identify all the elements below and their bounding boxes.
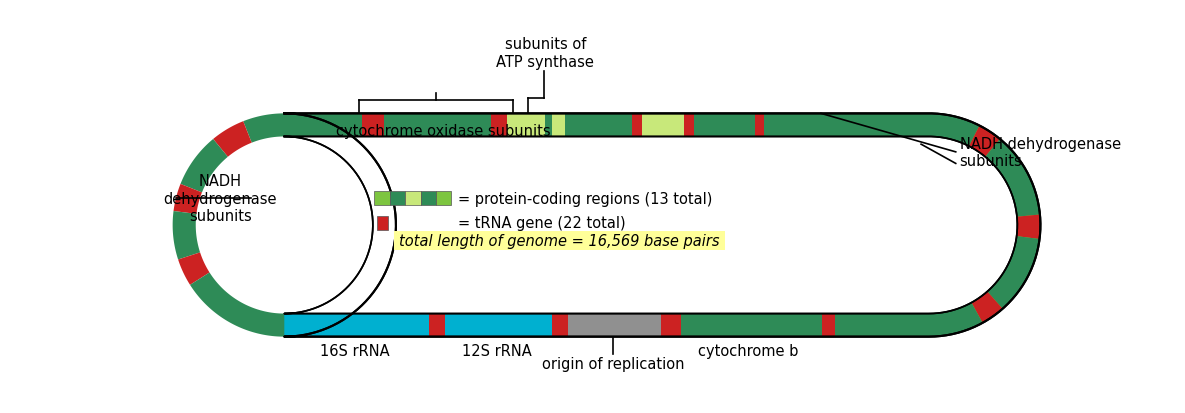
Text: NADH dehydrogenase
subunits: NADH dehydrogenase subunits	[960, 136, 1121, 169]
Polygon shape	[190, 273, 284, 337]
Bar	[552, 314, 568, 337]
Text: cytochrome b: cytochrome b	[698, 343, 799, 358]
Text: subunits of
ATP synthase: subunits of ATP synthase	[497, 37, 594, 69]
Polygon shape	[284, 137, 1018, 314]
Bar	[633, 114, 642, 137]
Bar	[507, 114, 545, 137]
Text: 16S rRNA: 16S rRNA	[320, 343, 390, 358]
Bar	[755, 114, 764, 137]
Bar	[284, 314, 429, 337]
Bar	[377, 216, 389, 230]
Polygon shape	[929, 303, 982, 337]
Bar	[764, 114, 929, 137]
Polygon shape	[969, 126, 1000, 157]
Polygon shape	[243, 114, 284, 143]
Bar	[421, 192, 436, 206]
Bar	[384, 114, 491, 137]
Text: 12S rRNA: 12S rRNA	[462, 343, 532, 358]
Polygon shape	[178, 253, 210, 285]
Bar	[374, 192, 390, 206]
Bar	[545, 114, 552, 137]
Bar	[674, 314, 680, 337]
Text: total length of genome = 16,569 base pairs: total length of genome = 16,569 base pai…	[399, 233, 719, 248]
Bar	[393, 232, 725, 250]
Polygon shape	[987, 237, 1039, 309]
Text: origin of replication: origin of replication	[542, 356, 684, 371]
Bar	[568, 314, 661, 337]
Text: = protein-coding regions (13 total): = protein-coding regions (13 total)	[457, 191, 712, 206]
Polygon shape	[284, 114, 1040, 337]
Bar	[361, 114, 378, 137]
Bar	[684, 114, 693, 137]
Bar	[822, 314, 835, 337]
Bar	[390, 192, 405, 206]
Bar	[693, 114, 755, 137]
Bar	[436, 192, 451, 206]
Polygon shape	[173, 185, 201, 214]
Polygon shape	[1017, 215, 1040, 240]
Bar	[500, 114, 507, 137]
Bar	[491, 114, 500, 137]
Polygon shape	[213, 122, 251, 157]
Bar	[405, 192, 421, 206]
Bar	[642, 114, 684, 137]
Polygon shape	[985, 140, 1040, 217]
Bar	[564, 114, 633, 137]
Bar	[552, 114, 564, 137]
Polygon shape	[972, 292, 1003, 323]
Bar	[661, 314, 674, 337]
Bar	[835, 314, 929, 337]
Polygon shape	[929, 114, 980, 147]
Polygon shape	[180, 140, 228, 193]
Bar	[429, 314, 446, 337]
Bar	[378, 114, 384, 137]
Text: cytochrome oxidase subunits: cytochrome oxidase subunits	[337, 123, 551, 138]
Bar	[446, 314, 552, 337]
Bar	[680, 314, 822, 337]
Text: NADH
dehydrogenase
subunits: NADH dehydrogenase subunits	[164, 174, 277, 223]
Text: = tRNA gene (22 total): = tRNA gene (22 total)	[457, 216, 626, 230]
Polygon shape	[173, 211, 200, 260]
Bar	[284, 114, 361, 137]
